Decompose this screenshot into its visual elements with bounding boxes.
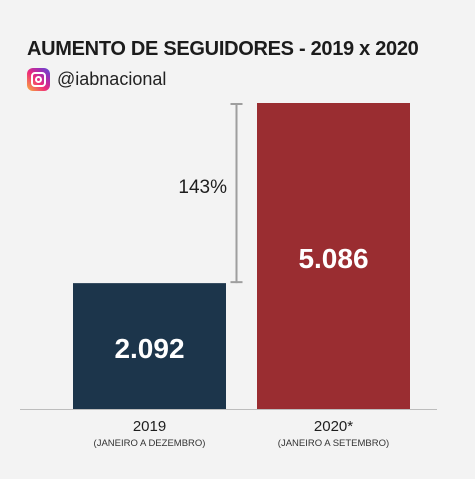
category-note: (JANEIRO A DEZEMBRO)	[94, 438, 206, 449]
social-handle-row: @iabnacional	[27, 66, 166, 92]
bar-2020	[257, 103, 410, 409]
category-note: (JANEIRO A SETEMBRO)	[278, 438, 389, 449]
category-label: 2019	[133, 418, 166, 435]
data-label: 5.086	[298, 243, 368, 274]
instagram-handle: @iabnacional	[57, 68, 167, 89]
category-label: 2020*	[314, 418, 353, 435]
instagram-icon	[27, 67, 50, 91]
bar-2019	[73, 283, 226, 409]
data-label: 2.092	[114, 333, 184, 364]
growth-percent-label: 143%	[178, 177, 227, 198]
chart-title: AUMENTO DE SEGUIDORES - 2019 x 2020	[27, 38, 419, 60]
